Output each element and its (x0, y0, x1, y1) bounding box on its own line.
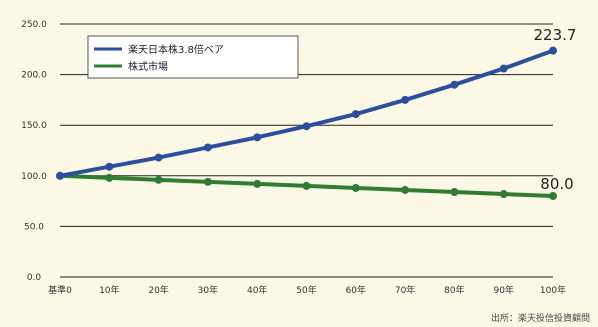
data-point (105, 162, 114, 171)
series-lines (56, 46, 557, 201)
x-tick-label: 90年 (493, 284, 513, 296)
data-point (105, 173, 114, 182)
x-tick-label: 10年 (99, 284, 119, 296)
data-point (351, 183, 360, 192)
data-point (499, 64, 508, 73)
x-tick-label: 20年 (148, 284, 168, 296)
data-point (549, 46, 557, 55)
data-point (499, 190, 508, 199)
y-tick-label: 50.0 (24, 222, 44, 232)
data-point (302, 181, 311, 190)
legend: 楽天日本株3.8倍ベア 株式市場 (87, 35, 299, 79)
data-point (302, 122, 311, 131)
data-point (253, 133, 262, 142)
data-point (56, 171, 64, 180)
legend-label-market: 株式市場 (128, 60, 168, 73)
source-note: 出所：楽天投信投資顧問 (491, 312, 590, 324)
x-tick-label: 100年 (540, 284, 566, 296)
x-tick-label: 60年 (346, 284, 366, 296)
x-tick-label: 70年 (395, 284, 415, 296)
legend-label-bear: 楽天日本株3.8倍ベア (128, 43, 224, 56)
x-tick-label: 40年 (247, 284, 267, 296)
x-tick-label: 50年 (296, 284, 316, 296)
legend-box (87, 35, 299, 79)
x-axis-ticks: 基準0 10年 20年 30年 40年 50年 60年 70年 80年 90年 100年 (48, 284, 566, 296)
data-point (154, 153, 163, 162)
x-tick-label: 30年 (198, 284, 218, 296)
y-tick-label: 100.0 (21, 172, 47, 182)
x-tick-label: 80年 (444, 284, 464, 296)
y-axis-ticks: 0.0 50.0 100.0 150.0 200.0 250.0 (21, 20, 47, 283)
data-point (450, 187, 459, 196)
end-label-market: 80.0 (540, 175, 573, 193)
y-tick-label: 150.0 (21, 121, 47, 131)
data-point (154, 175, 163, 184)
data-point (401, 95, 410, 104)
data-point (203, 143, 212, 152)
y-tick-label: 200.0 (21, 71, 47, 81)
data-point (401, 185, 410, 194)
x-tick-label: 基準0 (48, 284, 72, 296)
data-point (253, 179, 262, 188)
y-tick-label: 250.0 (21, 20, 47, 30)
y-tick-label: 0.0 (27, 273, 42, 283)
end-label-bear: 223.7 (534, 26, 577, 44)
data-point (450, 80, 459, 89)
data-point (351, 110, 360, 119)
data-point (203, 177, 212, 186)
data-point (549, 192, 557, 201)
